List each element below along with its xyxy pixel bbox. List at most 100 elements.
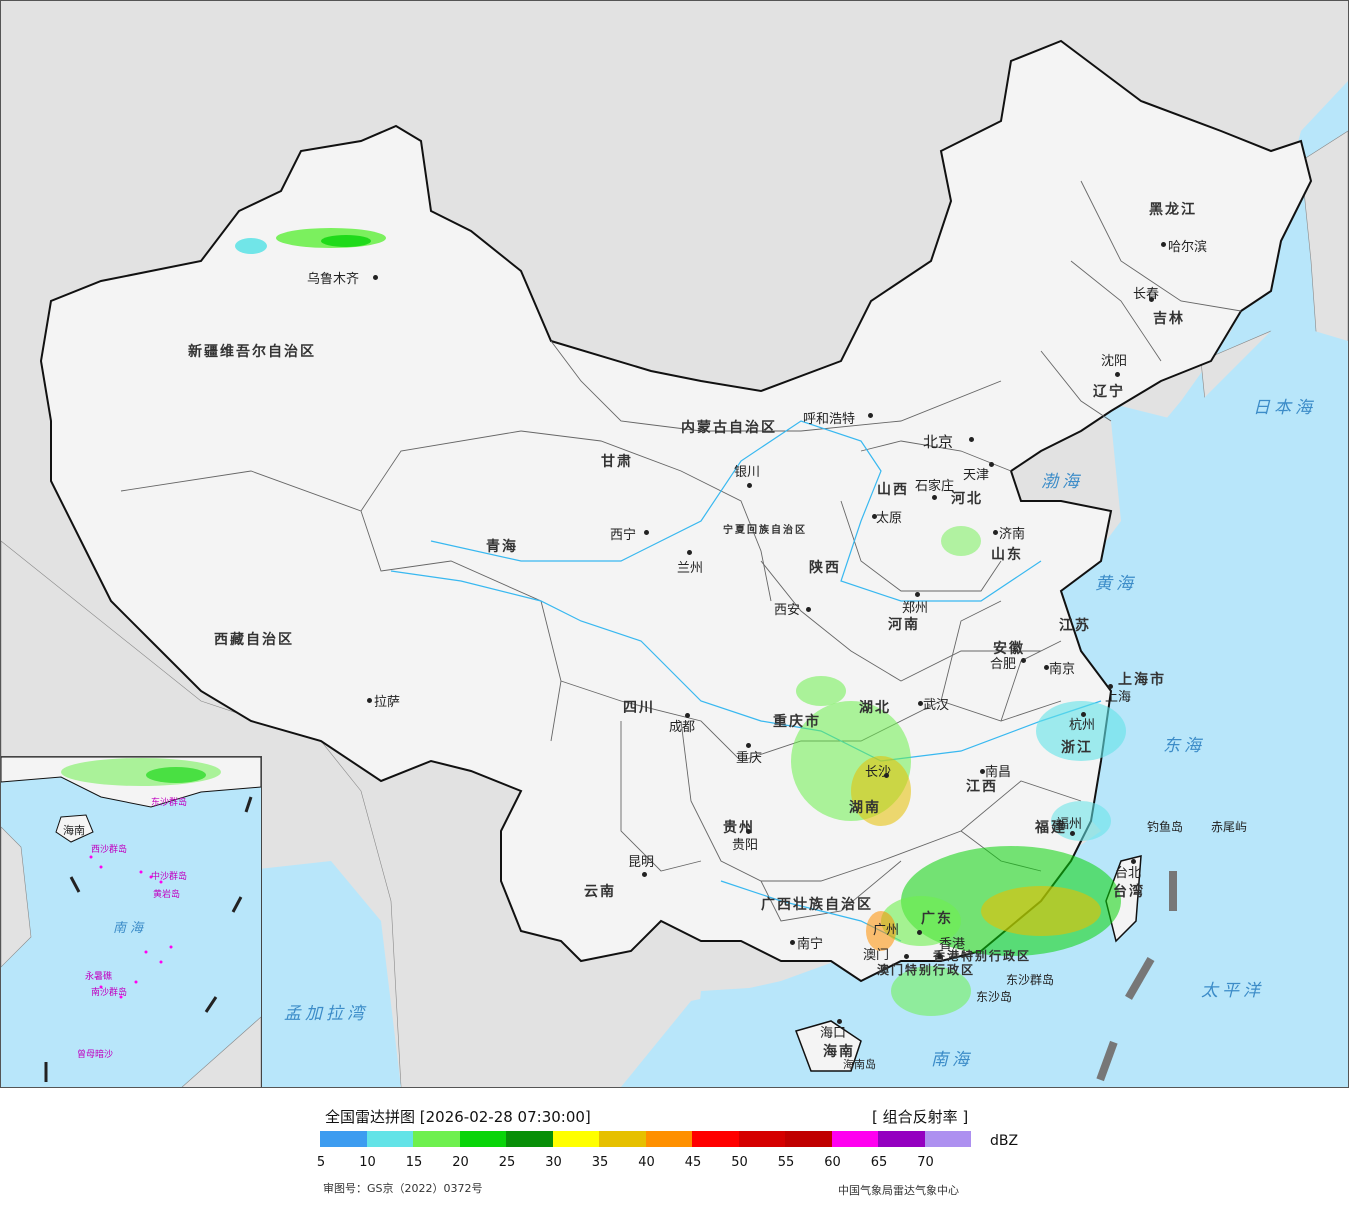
legend-swatch (924, 1131, 971, 1147)
city-marker (1044, 665, 1049, 670)
hainan-island (795, 1020, 862, 1072)
city-marker (917, 930, 922, 935)
legend-tick: 5 (316, 1155, 326, 1170)
province-label: 黑龙江 (1149, 202, 1197, 218)
credit: 中国气象局雷达气象中心 (838, 1184, 959, 1197)
ocean-south-china-sea (691, 961, 1121, 1087)
inset-canvas (1, 757, 261, 1087)
city-marker (932, 495, 937, 500)
province-label: 新疆维吾尔自治区 (188, 344, 316, 360)
legend-tick: 15 (405, 1155, 423, 1170)
city-marker (1070, 831, 1075, 836)
city-marker (373, 275, 378, 280)
ocean-bay-of-bengal (241, 861, 401, 1087)
legend-swatch (738, 1131, 785, 1147)
city-label: 南京 (1049, 662, 1076, 677)
inset-label: 黄岩岛 (153, 890, 181, 900)
city-label: 台北 (1115, 866, 1142, 881)
legend-tick: 40 (638, 1155, 655, 1170)
ocean-east-china-sea (1021, 321, 1348, 961)
south-china-sea-inset: 海南 南海 西沙群岛 中沙群岛 南沙群岛 黄岩岛 曾母暗沙 永暑礁 东沙群岛 (1, 756, 262, 1087)
province-label: 甘肃 (601, 454, 633, 470)
city-marker (868, 413, 873, 418)
province-label: 青海 (486, 539, 518, 555)
inset-label: 曾母暗沙 (77, 1050, 114, 1060)
city-marker (872, 514, 877, 519)
inset-label: 西沙群岛 (91, 845, 128, 855)
legend-swatch (692, 1131, 739, 1147)
city-label: 昆明 (628, 855, 655, 870)
legend-title: 全国雷达拼图 [2026-02-28 07:30:00] (325, 1108, 591, 1126)
legend-panel: 全国雷达拼图 [2026-02-28 07:30:00] [ 组合反射率 ] d… (0, 1088, 1349, 1208)
province-label: 江西 (966, 779, 998, 795)
province-label: 江苏 (1059, 618, 1091, 634)
city-marker (918, 701, 923, 706)
city-marker (1081, 712, 1086, 717)
city-label: 广州 (873, 923, 900, 938)
province-label: 安徽 (993, 641, 1025, 657)
province-label: 上海市 (1118, 672, 1166, 688)
province-label: 四川 (623, 700, 655, 716)
sea-label: 南海 (931, 1050, 973, 1070)
city-marker (1108, 684, 1113, 689)
city-marker (884, 773, 889, 778)
sea-label: 东海 (1163, 736, 1205, 756)
legend-swatch (645, 1131, 692, 1147)
city-label: 哈尔滨 (1168, 240, 1208, 255)
city-marker (1021, 658, 1026, 663)
legend-tick: 55 (777, 1155, 795, 1170)
legend-swatch (413, 1131, 460, 1147)
city-marker (989, 462, 994, 467)
legend-swatch (320, 1131, 367, 1147)
province-label: 海南 (823, 1044, 855, 1060)
island-label: 东沙群岛 (1006, 973, 1055, 987)
city-label: 西安 (774, 603, 801, 618)
city-label: 长春 (1133, 287, 1160, 302)
city-marker (1131, 859, 1136, 864)
city-marker (685, 713, 690, 718)
legend-swatch (459, 1131, 506, 1147)
city-label: 重庆 (736, 751, 763, 766)
legend-tick: 25 (498, 1155, 516, 1170)
city-label: 贵阳 (732, 838, 759, 853)
city-label: 上海 (1105, 690, 1132, 705)
city-label: 香港 (939, 937, 966, 952)
legend-tick: 10 (359, 1155, 376, 1170)
inset-label: 南海 (113, 921, 148, 936)
city-label: 石家庄 (915, 479, 955, 494)
city-marker (644, 530, 649, 535)
legend-tick: 60 (824, 1155, 841, 1170)
province-label: 贵州 (723, 820, 755, 836)
city-label: 杭州 (1069, 718, 1096, 733)
legend-tick: 20 (452, 1155, 469, 1170)
city-marker (969, 437, 974, 442)
city-label: 天津 (963, 468, 990, 483)
city-label: 成都 (669, 720, 696, 735)
province-label: 重庆市 (773, 714, 821, 730)
legend-tick: 70 (917, 1155, 934, 1170)
province-label: 湖北 (859, 700, 891, 716)
city-label: 澳门 (863, 948, 890, 963)
inset-label: 南沙群岛 (91, 988, 128, 998)
city-label: 沈阳 (1101, 354, 1128, 369)
province-label: 河南 (888, 617, 920, 633)
city-label: 太原 (876, 511, 903, 526)
city-marker (904, 954, 909, 959)
inset-label: 东沙群岛 (151, 798, 188, 808)
sea-label: 黄海 (1095, 574, 1137, 594)
city-label: 福州 (1056, 817, 1083, 832)
city-marker (1149, 297, 1154, 302)
city-label: 南昌 (985, 765, 1012, 780)
city-marker (367, 698, 372, 703)
province-label: 澳门特别行政区 (877, 963, 976, 977)
island-label: 钓鱼岛 (1147, 820, 1184, 834)
radar-map: 新疆维吾尔自治区 西藏自治区 青海 甘肃 内蒙古自治区 黑龙江 吉林 辽宁 河北… (0, 0, 1349, 1088)
province-label: 内蒙古自治区 (681, 420, 777, 436)
legend-colorbar (320, 1131, 971, 1147)
sea-label: 太平洋 (1201, 981, 1264, 1001)
city-label: 西宁 (610, 528, 637, 543)
sea-label: 孟加拉湾 (284, 1004, 368, 1024)
city-label: 合肥 (990, 657, 1017, 672)
city-marker (687, 550, 692, 555)
city-label: 呼和浩特 (803, 412, 856, 427)
